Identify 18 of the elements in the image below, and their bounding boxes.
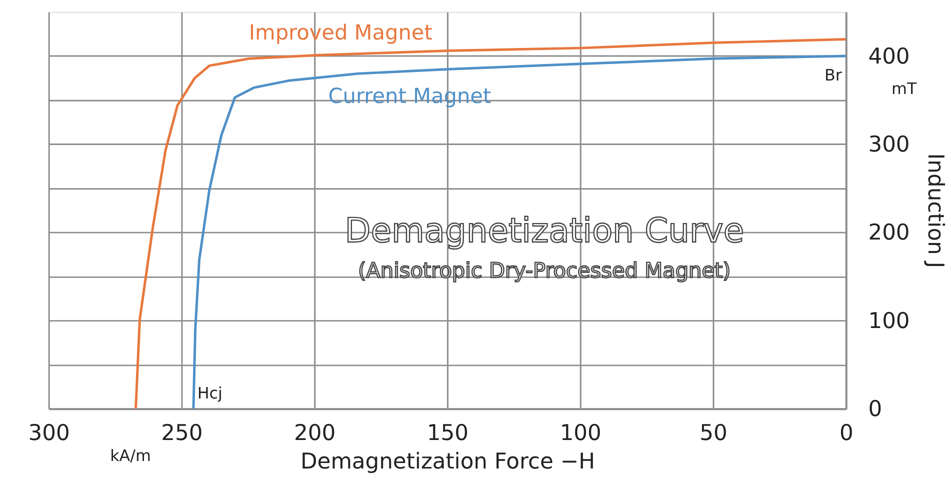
- x-tick-label: 300: [28, 420, 70, 446]
- y-axis-title: Induction J: [922, 153, 948, 268]
- y-tick-label: 400: [868, 44, 910, 70]
- text: kA/m: [110, 446, 151, 466]
- x-tick-label: 0: [839, 420, 854, 446]
- x-tick-label: 100: [560, 420, 602, 446]
- y-tick-label: 300: [868, 132, 910, 158]
- y-tick-label: 200: [868, 220, 910, 246]
- x-tick-label: 250: [161, 420, 203, 446]
- x-tick-label: 150: [426, 420, 469, 446]
- x-tick-label: 50: [700, 420, 728, 446]
- x-axis-title: Demagnetization Force −H: [300, 450, 595, 475]
- y-tick-label: 100: [868, 308, 910, 334]
- annotation: Hcj: [197, 384, 222, 403]
- y-tick-label: 0: [868, 397, 882, 422]
- x-tick-label: 200: [294, 420, 336, 446]
- annotation: Br: [824, 65, 842, 84]
- text: mT: [892, 79, 917, 98]
